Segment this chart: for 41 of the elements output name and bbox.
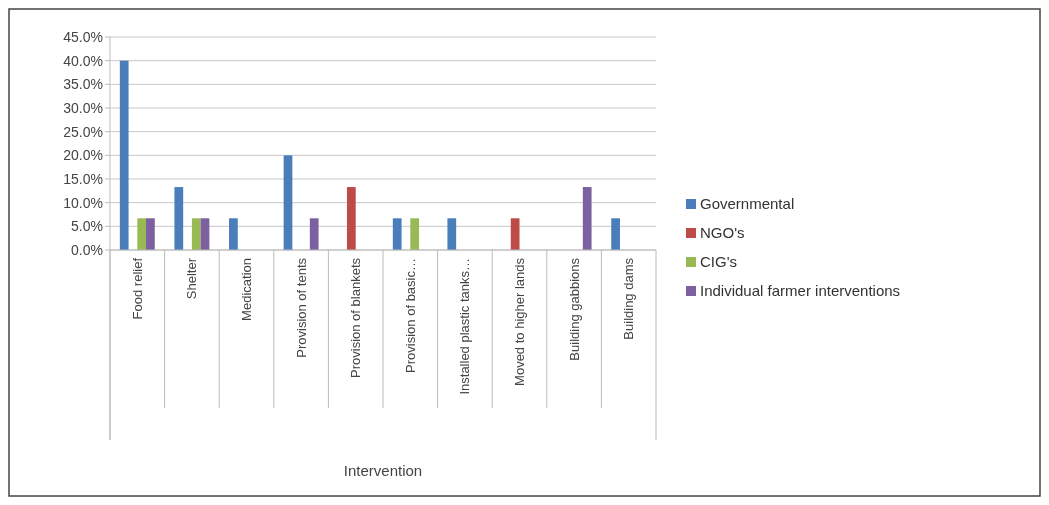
y-tick-label: 0.0% [71,241,103,258]
x-tick-label: Building dams [621,257,637,340]
x-tick-label: Food relief [129,257,145,320]
x-tick-label: Moved to higher lands [512,257,528,386]
bar [510,218,520,250]
bar [200,218,210,250]
bar [611,218,620,250]
legend-label: Individual farmer interventions [700,282,901,300]
x-tick-label: Provision of blankets [348,257,364,378]
bar [229,218,238,250]
legend-label: CIG's [700,253,738,271]
y-tick-label: 30.0% [63,99,103,116]
bar [447,218,457,250]
x-tick-label: Provision of tents [293,257,309,358]
bar [283,155,293,250]
x-tick-label: Building gabbions [566,257,582,361]
bar [346,187,356,250]
x-tick-label: Medication [239,258,255,321]
y-tick-label: 20.0% [63,147,103,164]
y-tick-label: 25.0% [63,123,103,140]
x-tick-label: Installed plastic tanks… [457,258,473,395]
y-tick-label: 15.0% [63,170,103,187]
bar [174,187,184,250]
bar [146,218,155,250]
bar [191,218,201,250]
y-tick-label: 5.0% [71,218,103,235]
bar [137,218,147,250]
bar [119,60,129,250]
bar [410,218,420,250]
y-tick-label: 35.0% [63,76,103,93]
x-tick-label: Provision of basic… [402,258,418,373]
bar [582,187,592,250]
y-tick-label: 10.0% [63,194,103,211]
y-tick-label: 40.0% [63,52,103,69]
y-tick-label: 45.0% [63,28,103,45]
legend-label: NGO's [700,224,745,242]
bar [392,218,402,250]
x-tick-label: Shelter [184,257,200,300]
x-axis-title: Intervention [343,462,423,479]
legend-label: Governmental [700,195,795,213]
bar [309,218,319,250]
